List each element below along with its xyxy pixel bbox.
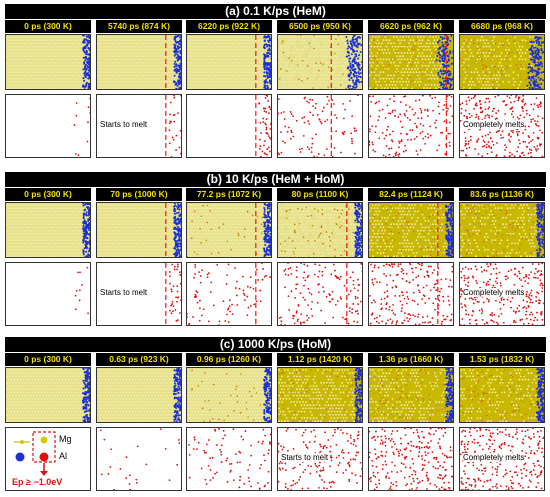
atom-structure-image <box>6 203 90 257</box>
completely-melts-note: Completely melts <box>463 453 525 462</box>
time-label: 77.2 ps (1072 K) <box>186 188 272 201</box>
section-c-title: (c) 1000 K/ps (HoM) <box>5 337 546 352</box>
energy-snapshot <box>5 94 91 158</box>
time-label: 0 ps (300 K) <box>5 353 91 366</box>
energy-snapshot <box>368 94 454 158</box>
atom-structure-image <box>278 35 362 89</box>
atom-structure-image <box>278 368 362 422</box>
mg-dot-icon <box>20 440 24 444</box>
high-energy-atom-image <box>74 266 89 315</box>
atom-structure-image <box>97 203 181 257</box>
energy-snapshot <box>5 262 91 326</box>
atom-structure-image <box>278 203 362 257</box>
high-energy-atom-image <box>369 95 453 157</box>
section-b-title: (b) 10 K/ps (HeM + HoM) <box>5 172 546 187</box>
structure-snapshot <box>186 34 272 90</box>
atom-structure-image <box>6 35 90 89</box>
atom-structure-image <box>460 203 544 257</box>
structure-snapshot <box>368 367 454 423</box>
energy-snapshot <box>186 427 272 491</box>
atom-structure-image <box>369 203 453 257</box>
time-label: 1.12 ps (1420 K) <box>277 353 363 366</box>
structure-snapshot <box>277 34 363 90</box>
structure-snapshot <box>96 34 182 90</box>
atom-structure-image <box>460 35 544 89</box>
high-energy-atom-image <box>369 428 453 490</box>
time-label: 0 ps (300 K) <box>5 188 91 201</box>
time-label: 70 ps (1000 K) <box>96 188 182 201</box>
time-label: 0.63 ps (923 K) <box>96 353 182 366</box>
structure-snapshot <box>368 34 454 90</box>
time-label: 6680 ps (968 K) <box>459 20 545 33</box>
structure-snapshot <box>96 367 182 423</box>
legend-al-label: Al <box>59 451 68 461</box>
energy-snapshot <box>277 94 363 158</box>
energy-snapshot <box>368 427 454 491</box>
atom-structure-image <box>369 368 453 422</box>
legend-ep-label: Ep ≥ −1.0eV <box>12 477 63 487</box>
ep-box-icon <box>32 431 56 463</box>
high-energy-atom-image <box>165 263 181 325</box>
structure-snapshot <box>277 367 363 423</box>
atom-structure-image <box>97 35 181 89</box>
atom-structure-image <box>187 35 271 89</box>
atom-structure-image <box>6 368 90 422</box>
energy-snapshot <box>186 262 272 326</box>
legend-panel: Mg Al Ep ≥ −1.0eV <box>5 427 91 491</box>
high-energy-atom-image <box>73 97 90 157</box>
time-label: 6620 ps (962 K) <box>368 20 454 33</box>
atom-structure-image <box>460 368 544 422</box>
energy-snapshot <box>277 262 363 326</box>
high-energy-atom-image <box>369 263 453 325</box>
time-label: 80 ps (1100 K) <box>277 188 363 201</box>
time-label: 5740 ps (874 K) <box>96 20 182 33</box>
atom-structure-image <box>187 368 271 422</box>
time-label: 6220 ps (922 K) <box>186 20 272 33</box>
structure-snapshot <box>459 202 545 258</box>
structure-snapshot <box>5 202 91 258</box>
atom-structure-image <box>187 203 271 257</box>
legend-mg-label: Mg <box>59 434 72 444</box>
high-energy-atom-image <box>278 95 359 157</box>
time-label: 0.96 ps (1260 K) <box>186 353 272 366</box>
time-label: 82.4 ps (1124 K) <box>368 188 454 201</box>
time-label: 1.36 ps (1660 K) <box>368 353 454 366</box>
time-label: 83.6 ps (1136 K) <box>459 188 545 201</box>
completely-melts-note: Completely melts <box>463 288 525 297</box>
energy-snapshot <box>96 427 182 491</box>
arrow-head-icon <box>40 471 48 476</box>
time-label: 0 ps (300 K) <box>5 20 91 33</box>
high-energy-atom-image <box>188 428 271 490</box>
structure-snapshot <box>186 367 272 423</box>
high-energy-atom-image <box>187 263 271 325</box>
high-energy-atom-image <box>278 263 362 325</box>
atom-structure-image <box>97 368 181 422</box>
starts-to-melt-note: Starts to melt <box>100 120 148 129</box>
starts-to-melt-note: Starts to melt <box>100 288 148 297</box>
structure-snapshot <box>5 367 91 423</box>
starts-to-melt-note: Starts to melt <box>281 453 329 462</box>
structure-snapshot <box>459 34 545 90</box>
structure-snapshot <box>277 202 363 258</box>
high-energy-atom-image <box>165 95 181 157</box>
high-energy-atom-image <box>255 95 271 157</box>
structure-snapshot <box>459 367 545 423</box>
completely-melts-note: Completely melts <box>463 120 525 129</box>
legend-graphic <box>14 431 56 476</box>
ep-atom-icon <box>39 452 49 462</box>
structure-snapshot <box>96 202 182 258</box>
structure-snapshot <box>5 34 91 90</box>
energy-snapshot <box>186 94 272 158</box>
al-atom-icon <box>15 452 25 462</box>
mg-atom-icon <box>40 436 48 444</box>
section-a-title: (a) 0.1 K/ps (HeM) <box>5 4 546 19</box>
high-energy-atom-image <box>460 95 544 157</box>
high-energy-atom-image <box>100 428 181 490</box>
atom-structure-image <box>369 35 453 89</box>
time-label: 1.53 ps (1832 K) <box>459 353 545 366</box>
structure-snapshot <box>186 202 272 258</box>
energy-snapshot <box>368 262 454 326</box>
time-label: 6500 ps (950 K) <box>277 20 363 33</box>
structure-snapshot <box>368 202 454 258</box>
